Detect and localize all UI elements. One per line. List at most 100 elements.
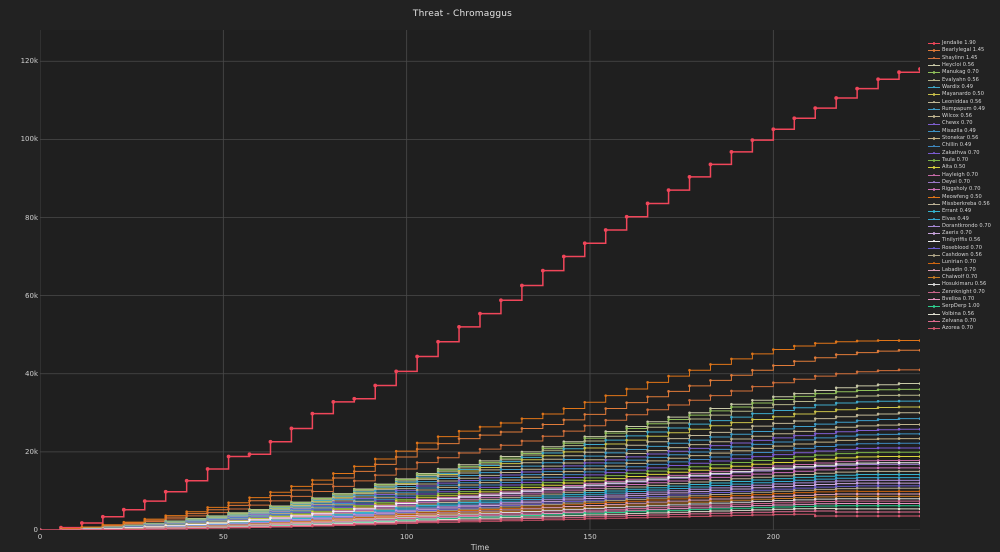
legend-item[interactable]: Azorea 0.70 (928, 325, 1000, 332)
legend-item[interactable]: Bvelloa 0.70 (928, 296, 1000, 303)
legend-item[interactable]: Cashdown 0.56 (928, 252, 1000, 259)
legend-item[interactable]: Manukag 0.70 (928, 69, 1000, 76)
legend-color-swatch (928, 56, 940, 61)
legend-item[interactable]: Chillin 0.49 (928, 142, 1000, 149)
series-marker (646, 481, 649, 485)
series-marker (855, 479, 859, 482)
legend-item[interactable]: Rumpapum 0.49 (928, 106, 1000, 113)
legend-item[interactable]: Tsula 0.70 (928, 157, 1000, 164)
series-marker (562, 476, 566, 479)
legend-item[interactable]: Labadin 0.70 (928, 267, 1000, 274)
series-marker (290, 495, 293, 498)
legend-item[interactable]: Hayleigh 0.70 (928, 172, 1000, 179)
legend-item[interactable]: Missberkreba 0.56 (928, 201, 1000, 208)
series-marker (688, 512, 691, 516)
series-marker (897, 514, 901, 518)
series-marker (520, 439, 524, 443)
series-marker (876, 339, 880, 342)
series-marker (897, 484, 901, 488)
series-marker (813, 514, 817, 518)
series-marker (772, 510, 775, 514)
series-marker (772, 453, 775, 456)
legend-item[interactable]: Leoniddas 0.56 (928, 99, 1000, 106)
legend-item[interactable]: Zaerix 0.70 (928, 230, 1000, 237)
legend-item[interactable]: Mayanardo 0.50 (928, 91, 1000, 98)
legend-color-swatch (928, 63, 940, 68)
series-marker (897, 492, 901, 496)
legend-item[interactable]: Elvas 0.49 (928, 216, 1000, 223)
legend-item[interactable]: Lunirian 0.70 (928, 259, 1000, 266)
series-marker (520, 458, 524, 461)
series-marker (667, 479, 670, 483)
series-marker (772, 492, 775, 495)
series-marker (646, 449, 649, 452)
series-marker (688, 427, 691, 431)
series-marker (269, 490, 272, 494)
legend-item[interactable]: Shaylinn 1.45 (928, 55, 1000, 62)
legend-item[interactable]: Riggsholy 0.70 (928, 186, 1000, 193)
legend-item[interactable]: Jendalie 1.90 (928, 40, 1000, 47)
legend-item[interactable]: Chewx 0.70 (928, 120, 1000, 127)
series-marker (667, 415, 670, 419)
legend-item[interactable]: Wilcox 0.56 (928, 113, 1000, 120)
legend-item[interactable]: Misazlla 0.49 (928, 128, 1000, 135)
legend-item[interactable]: Alta 0.50 (928, 164, 1000, 171)
series-marker (792, 484, 796, 487)
series-marker (645, 201, 650, 206)
legend-item[interactable]: Wardix 0.49 (928, 84, 1000, 91)
legend-item[interactable]: Heycloi 0.56 (928, 62, 1000, 69)
legend-item[interactable]: Stonekar 0.56 (928, 135, 1000, 142)
series-marker (478, 478, 482, 482)
series-marker (562, 470, 566, 473)
plot-area[interactable] (40, 30, 920, 530)
series-marker (541, 451, 545, 455)
legend-item[interactable]: Zennknight 0.70 (928, 289, 1000, 296)
legend-item-label: Tinilyriffis 0.56 (942, 237, 981, 244)
legend-item-label: Jendalie 1.90 (942, 40, 976, 46)
series-marker (436, 490, 440, 494)
legend-color-swatch (928, 275, 940, 280)
legend-item[interactable]: Volbina 0.56 (928, 311, 1000, 318)
series-marker (583, 473, 587, 477)
legend-item-label: Zennknight 0.70 (942, 288, 985, 295)
legend-item[interactable]: Tinilyriffis 0.56 (928, 237, 1000, 244)
legend-item-label: Volbina 0.56 (942, 310, 975, 317)
legend-item[interactable]: Dorantkrondo 0.70 (928, 223, 1000, 230)
series-marker (876, 495, 880, 498)
series-marker (709, 476, 712, 479)
legend-item[interactable]: Bearlylegal 1.45 (928, 47, 1000, 54)
legend-item[interactable]: SerpDerp 1.00 (928, 303, 1000, 310)
legend-item[interactable]: Zelvana 0.70 (928, 318, 1000, 325)
legend[interactable]: Jendalie 1.90 Bearlylegal 1.45 Shaylinn 1.… (928, 40, 1000, 380)
series-marker (499, 465, 503, 468)
series-marker (730, 509, 733, 512)
legend-item[interactable]: Roseblood 0.70 (928, 245, 1000, 252)
legend-color-swatch (928, 70, 940, 75)
series-marker (436, 520, 440, 524)
legend-item[interactable]: Deyei 0.70 (928, 179, 1000, 186)
series-marker (876, 399, 880, 403)
series-marker (373, 504, 377, 508)
series-marker (457, 451, 461, 455)
series-marker (751, 466, 754, 470)
series-marker (541, 464, 545, 468)
legend-item[interactable]: Evalyahn 0.56 (928, 77, 1000, 84)
series-marker (792, 512, 796, 516)
series-marker (792, 498, 796, 502)
legend-item[interactable]: Errant 0.49 (928, 208, 1000, 215)
series-marker (604, 418, 608, 422)
legend-item[interactable]: Meowfeng 0.50 (928, 194, 1000, 201)
legend-item[interactable]: Zakathva 0.70 (928, 150, 1000, 157)
series-marker (813, 422, 817, 426)
legend-item[interactable]: Chaiwolf 0.70 (928, 274, 1000, 281)
series-marker (813, 427, 817, 431)
series-marker (520, 481, 524, 484)
series-marker (625, 483, 628, 486)
legend-item[interactable]: Hosukimaru 0.56 (928, 281, 1000, 288)
series-marker (834, 476, 838, 480)
series-marker (625, 458, 628, 462)
series-marker (792, 451, 796, 455)
series-marker (751, 399, 754, 402)
series-marker (667, 501, 670, 505)
series-marker (834, 425, 838, 429)
